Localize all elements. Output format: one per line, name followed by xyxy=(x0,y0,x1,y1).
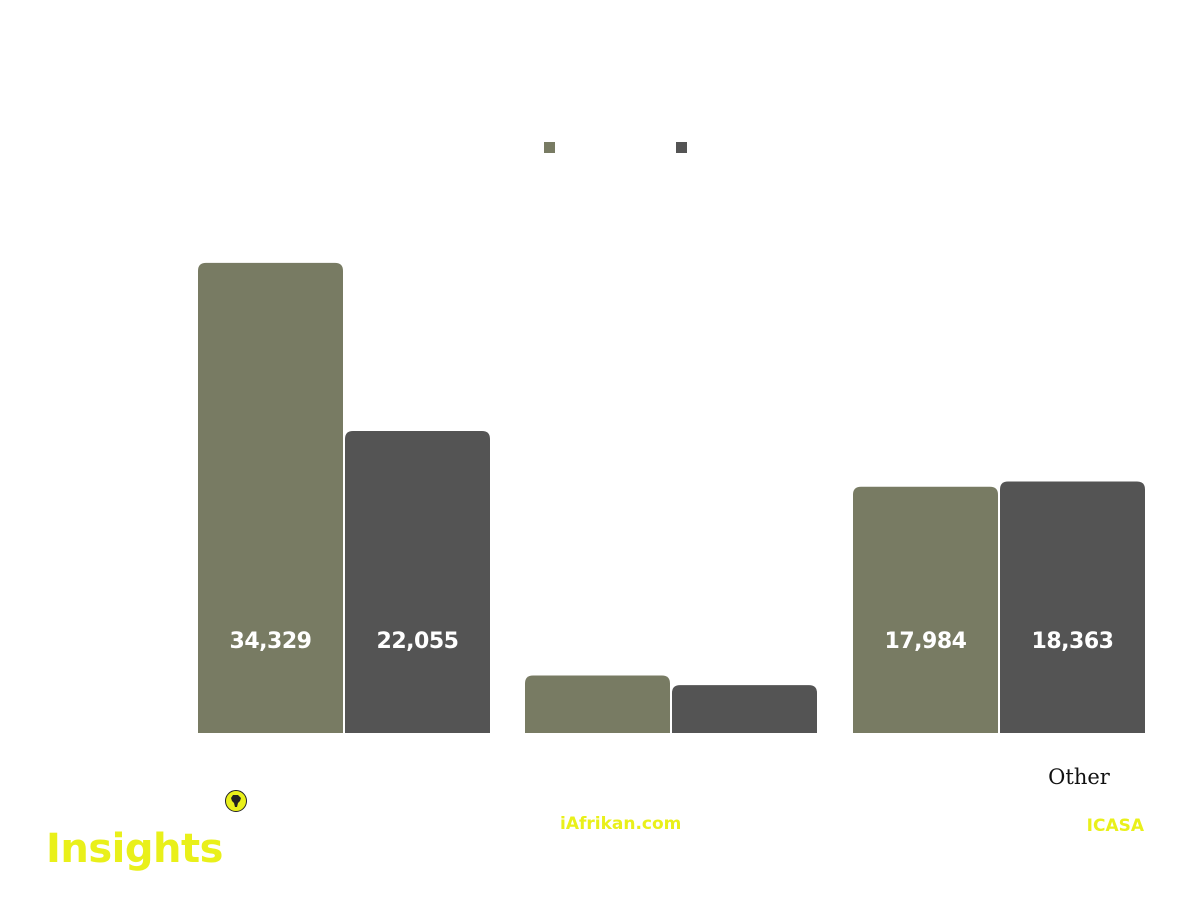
bar-cat2-series1 xyxy=(525,675,670,733)
value-label-cat3-series2: 18,363 xyxy=(1032,629,1114,654)
legend-swatch-2 xyxy=(676,142,687,153)
source-label: ICASA xyxy=(1086,816,1144,836)
brand-insights: Insights xyxy=(46,826,223,872)
bar-cat1-series2 xyxy=(345,430,490,733)
africa-logo-icon xyxy=(225,790,247,812)
bar-cat1-series1 xyxy=(198,262,343,733)
legend-swatch-1 xyxy=(544,142,555,153)
bar-cat2-series2 xyxy=(672,685,817,733)
website-link[interactable]: iAfrikan.com xyxy=(560,814,682,834)
value-label-cat3-series1: 17,984 xyxy=(885,629,967,654)
bar-cat3-series1 xyxy=(853,486,998,733)
value-label-cat1-series2: 22,055 xyxy=(377,629,459,654)
category-label-3: Other xyxy=(1048,765,1111,789)
value-label-cat1-series1: 34,329 xyxy=(230,629,312,654)
bar-cat3-series2 xyxy=(1000,481,1145,733)
